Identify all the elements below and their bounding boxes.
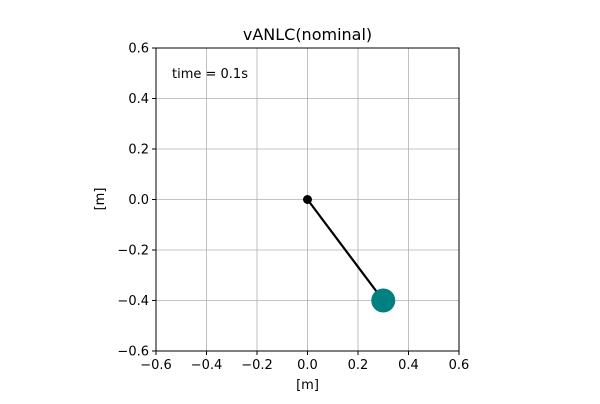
x-tick-label: 0.6 <box>449 358 470 373</box>
y-tick-label: −0.6 <box>117 345 149 360</box>
x-axis-label: [m] <box>296 378 319 393</box>
time-annotation: time = 0.1s <box>172 67 248 82</box>
x-tick-label: −0.6 <box>140 358 172 373</box>
x-tick-label: 0.2 <box>348 358 369 373</box>
y-tick-label: 0.2 <box>128 143 149 158</box>
chart-title: vANLC(nominal) <box>243 25 372 44</box>
x-tick-label: −0.2 <box>241 358 273 373</box>
y-tick-label: 0.4 <box>128 92 149 107</box>
pendulum-rod <box>306 198 385 302</box>
y-tick-label: −0.2 <box>117 244 149 259</box>
x-tick-label: 0.4 <box>398 358 419 373</box>
pendulum-pivot <box>303 195 312 204</box>
y-axis-label: [m] <box>93 188 108 211</box>
y-tick-label: 0.0 <box>128 193 149 208</box>
pendulum-bob <box>371 288 396 313</box>
y-tick-label: −0.4 <box>117 294 149 309</box>
axis-ticks: −0.6 −0.4 −0.2 0.0 0.2 0.4 0.6 −0.6 −0.4 −0.2 0.0 0… <box>117 42 469 374</box>
y-tick-label: 0.6 <box>128 42 149 57</box>
plot-series <box>303 195 396 313</box>
x-tick-label: −0.4 <box>191 358 223 373</box>
x-tick-label: 0.0 <box>297 358 318 373</box>
